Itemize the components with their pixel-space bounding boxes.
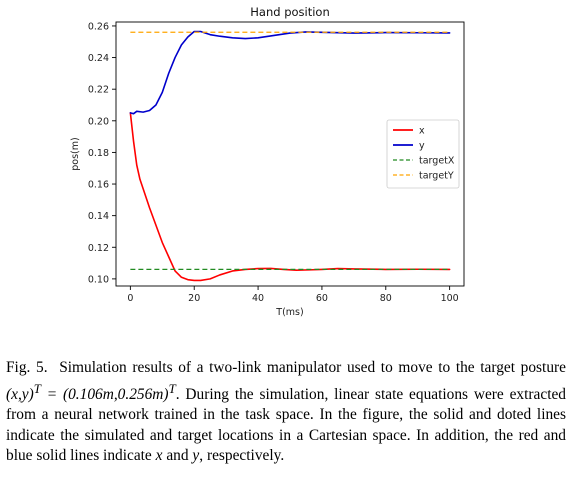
hand-position-chart: Hand position 0 20 40 60 80 100 0.10 0.12 0.14 0.… <box>70 5 465 318</box>
caption-and: and <box>166 447 189 465</box>
y-tick-label: 0.10 <box>88 274 109 285</box>
axis-ticks: 0 20 40 60 80 100 0.10 0.12 0.14 0.16 0.18 0.20 0.22… <box>88 21 459 304</box>
y-tick-label: 0.20 <box>88 116 109 127</box>
x-tick-label: 100 <box>441 293 459 304</box>
caption-var-x: x <box>155 447 163 465</box>
legend-label-x: x <box>419 126 425 137</box>
plot-area <box>129 30 451 282</box>
chart-title: Hand position <box>250 5 330 19</box>
x-tick-label: 0 <box>127 293 133 304</box>
caption-text-end: , respectively. <box>199 447 285 465</box>
caption-var-y: y <box>192 447 200 465</box>
legend-box <box>386 119 460 189</box>
y-tick-label: 0.26 <box>88 21 109 32</box>
caption-math-sup-2: T <box>168 381 176 396</box>
y-tick-label: 0.12 <box>88 243 109 254</box>
caption-label: Fig. 5. <box>6 359 48 376</box>
caption-text-post: . During the simulation, linear state eq… <box>6 385 566 465</box>
y-tick-label: 0.24 <box>88 53 109 64</box>
x-tick-label: 60 <box>316 293 328 304</box>
x-axis-label: T(ms) <box>275 307 303 318</box>
x-tick-label: 40 <box>252 293 264 304</box>
legend: xy targetX targetY <box>386 119 460 189</box>
caption-math-mid: = (0.106m,0.256m) <box>40 385 169 403</box>
y-tick-label: 0.18 <box>88 148 109 159</box>
legend-label-y: y <box>419 141 425 152</box>
figure: Hand position 0 20 40 60 80 100 0.10 0.12 0.14 0.… <box>70 5 465 318</box>
y-tick-label: 0.22 <box>88 85 109 96</box>
x-tick-label: 20 <box>188 293 200 304</box>
series-line-y <box>129 30 451 115</box>
caption-math-lhs: (x,y) <box>6 385 34 403</box>
x-tick-label: 80 <box>380 293 392 304</box>
plot-frame <box>115 21 465 287</box>
caption-text-pre: Simulation results of a two-link manipul… <box>59 359 566 376</box>
y-tick-label: 0.16 <box>88 180 109 191</box>
y-axis-label: pos(m) <box>70 137 81 170</box>
legend-label-targety: targetY <box>419 171 454 182</box>
figure-caption: Fig. 5. Simulation results of a two-link… <box>6 358 566 467</box>
caption-math-sup-1: T <box>33 381 41 396</box>
y-tick-label: 0.14 <box>88 211 109 222</box>
legend-label-targetx: targetX <box>419 156 455 167</box>
